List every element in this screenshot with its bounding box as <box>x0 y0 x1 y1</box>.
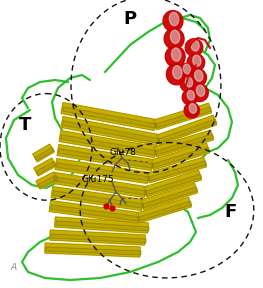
Polygon shape <box>36 162 56 175</box>
Polygon shape <box>59 149 153 168</box>
Polygon shape <box>61 103 156 130</box>
Text: Glu78: Glu78 <box>109 148 136 157</box>
Polygon shape <box>36 172 58 189</box>
Ellipse shape <box>178 63 194 79</box>
Polygon shape <box>148 161 206 181</box>
Ellipse shape <box>165 46 185 67</box>
Ellipse shape <box>171 48 181 61</box>
Polygon shape <box>61 117 159 145</box>
Polygon shape <box>53 191 143 208</box>
Polygon shape <box>158 119 217 143</box>
Ellipse shape <box>196 85 205 96</box>
Text: A: A <box>10 263 16 272</box>
Ellipse shape <box>185 77 193 87</box>
Polygon shape <box>46 247 141 255</box>
Polygon shape <box>63 121 159 143</box>
Polygon shape <box>154 130 214 157</box>
Polygon shape <box>142 187 198 208</box>
Text: Glu175: Glu175 <box>82 175 114 185</box>
Ellipse shape <box>189 104 196 113</box>
Polygon shape <box>50 230 145 245</box>
Polygon shape <box>144 170 201 197</box>
Polygon shape <box>155 107 212 128</box>
Polygon shape <box>33 144 54 162</box>
Ellipse shape <box>170 30 180 43</box>
Ellipse shape <box>183 64 191 74</box>
Polygon shape <box>59 130 156 158</box>
Polygon shape <box>140 183 198 210</box>
Ellipse shape <box>169 12 179 26</box>
Polygon shape <box>150 143 209 170</box>
Polygon shape <box>56 221 149 231</box>
Polygon shape <box>57 145 153 170</box>
Polygon shape <box>38 175 58 187</box>
Polygon shape <box>136 197 191 223</box>
Polygon shape <box>61 135 156 155</box>
Polygon shape <box>155 134 214 155</box>
Polygon shape <box>147 157 206 183</box>
Ellipse shape <box>187 90 195 100</box>
Polygon shape <box>55 177 146 195</box>
Ellipse shape <box>185 39 203 56</box>
Ellipse shape <box>173 66 182 79</box>
Polygon shape <box>51 205 139 221</box>
Ellipse shape <box>191 40 199 51</box>
Ellipse shape <box>193 55 201 66</box>
Text: T: T <box>19 116 31 134</box>
Polygon shape <box>51 234 146 243</box>
Text: F: F <box>224 203 236 221</box>
Polygon shape <box>53 173 146 198</box>
Polygon shape <box>138 201 191 221</box>
Polygon shape <box>35 147 54 160</box>
Polygon shape <box>63 107 156 128</box>
Ellipse shape <box>180 76 196 92</box>
Ellipse shape <box>163 11 183 31</box>
Polygon shape <box>55 159 149 183</box>
Ellipse shape <box>187 54 205 71</box>
Polygon shape <box>154 103 211 130</box>
Ellipse shape <box>182 90 198 105</box>
Polygon shape <box>153 147 210 168</box>
Ellipse shape <box>189 69 206 86</box>
Polygon shape <box>156 115 217 145</box>
Polygon shape <box>57 163 149 181</box>
Ellipse shape <box>164 28 184 49</box>
Polygon shape <box>45 243 140 257</box>
Ellipse shape <box>191 84 208 102</box>
Ellipse shape <box>195 70 203 81</box>
Polygon shape <box>49 200 139 223</box>
Polygon shape <box>51 187 143 211</box>
Ellipse shape <box>184 103 200 118</box>
Ellipse shape <box>166 64 186 85</box>
Text: P: P <box>124 10 137 28</box>
Polygon shape <box>55 217 148 233</box>
Polygon shape <box>34 158 56 176</box>
Polygon shape <box>145 174 202 195</box>
